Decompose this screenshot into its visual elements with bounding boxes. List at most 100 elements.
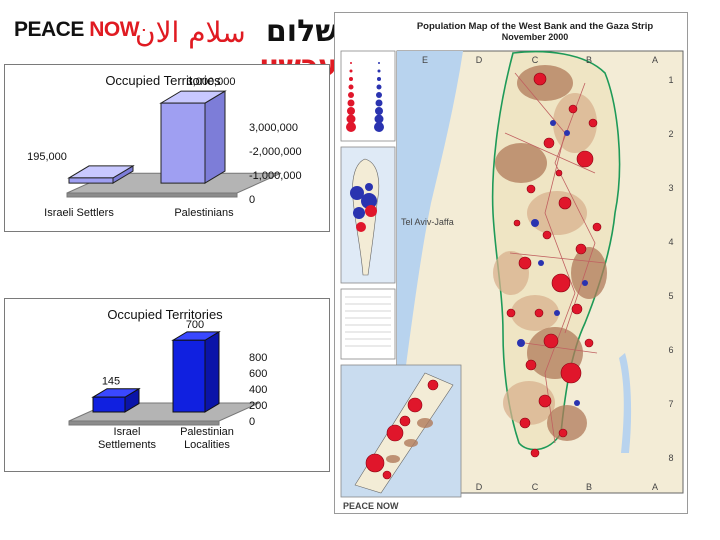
logo-hebrew-black: שלום (265, 14, 338, 49)
map-subtitle: November 2000 (502, 32, 569, 42)
gaza-red-dot (386, 424, 404, 442)
population-map: Population Map of the West Bank and the … (334, 12, 688, 514)
gaza-settlement-zone (417, 418, 433, 428)
settlement-zone (503, 381, 555, 425)
map-svg: Population Map of the West Bank and the … (335, 13, 687, 513)
grid-column-label: D (476, 55, 483, 65)
gaza-settlement-zone (404, 439, 418, 447)
chart-floor-edge (66, 192, 238, 198)
logo-now: NOW (89, 18, 140, 41)
axis-tick-label: -1,000,000 (249, 170, 302, 182)
grid-column-label-bottom: D (476, 482, 483, 492)
settlement-dot (564, 130, 570, 136)
palestinian-locality-dot (571, 303, 583, 315)
palestinian-locality-dot (555, 169, 563, 177)
legend-red-dot (348, 84, 354, 90)
chart-1-svg: Occupied Territories 195,000 Israeli Settl… (27, 73, 302, 219)
palestinian-locality-dot (551, 273, 571, 293)
road (554, 82, 596, 334)
legend-red-dot (348, 92, 354, 98)
grid-row-label: 8 (668, 453, 673, 463)
gaza-red-dot (407, 397, 423, 413)
bar-side (204, 90, 226, 184)
settlement-dot (554, 310, 560, 316)
palestinian-locality-dot (560, 362, 582, 384)
grid-column-label-bottom: A (652, 482, 658, 492)
axis-tick-label: 200 (249, 400, 267, 412)
road (514, 72, 576, 444)
legend-red-dot (347, 107, 355, 115)
legend-blue-dot (375, 99, 383, 107)
legend-red-dot (347, 99, 355, 107)
map-footer-brand: PEACE NOW (343, 501, 399, 511)
peace-now-logo: PEACE NOW سلام الان שלום עכשיו (8, 12, 338, 84)
road (504, 132, 596, 174)
category-label: Localities (184, 439, 230, 451)
bar-value-label: 3,000,000 (187, 76, 236, 88)
gaza-red-dot (365, 453, 385, 473)
bar (68, 177, 114, 184)
category-label: Palestinian (180, 426, 234, 438)
palestinian-locality-dot (534, 308, 544, 318)
grid-row-label: 4 (668, 237, 673, 247)
bar-value-label: 700 (186, 319, 204, 331)
map-title: Population Map of the West Bank and the … (417, 21, 653, 32)
legend-red-dot (349, 69, 353, 73)
palestinian-locality-dot (576, 150, 594, 168)
gaza-red-dot (399, 415, 411, 427)
inset-red-dot (356, 222, 366, 232)
inset-blue-dot (365, 183, 373, 191)
category-label: Palestinians (174, 207, 234, 219)
palestinian-locality-dot (519, 417, 531, 429)
palestinian-locality-dot (530, 448, 540, 458)
category-label: Israeli Settlers (44, 207, 114, 219)
palestinian-locality-dot (558, 428, 568, 438)
palestinian-locality-dot (568, 104, 578, 114)
legend-red-dot (349, 77, 353, 81)
chart-floor-edge (68, 420, 220, 426)
grid-row-label: 7 (668, 399, 673, 409)
inset-blue-dot (350, 186, 364, 200)
inset-blue-dot (353, 207, 365, 219)
palestinian-locality-dot (543, 333, 559, 349)
palestinian-locality-dot (584, 338, 594, 348)
category-label: Settlements (98, 439, 157, 451)
palestinian-locality-dot (538, 394, 552, 408)
axis-tick-label: 800 (249, 352, 267, 364)
gaza-red-dot (427, 379, 439, 391)
bar (92, 396, 126, 413)
grid-column-label-bottom: B (586, 482, 592, 492)
settlement-zone (517, 65, 573, 101)
palestinian-locality-dot (518, 256, 532, 270)
bar-side (204, 330, 220, 413)
bar (160, 102, 206, 184)
legend-red-dot (350, 62, 352, 64)
grid-row-label: 5 (668, 291, 673, 301)
palestinian-locality-dot (542, 230, 552, 240)
settlement-dot (582, 280, 588, 286)
grid-column-label-bottom: C (532, 482, 539, 492)
inset-blue-dot (361, 193, 377, 209)
palestinian-locality-dot (575, 243, 587, 255)
logo-arabic: سلام الان (135, 16, 246, 49)
bar (172, 339, 206, 413)
grid-column-label: C (532, 55, 539, 65)
palestinian-locality-dot (526, 184, 536, 194)
palestinian-locality-dot (533, 72, 547, 86)
settlement-zone (495, 143, 547, 183)
palestinian-locality-dot (525, 359, 537, 371)
axis-tick-label: 3,000,000 (249, 122, 298, 134)
statistics-table (340, 288, 396, 360)
grid-row-label: 1 (668, 75, 673, 85)
logo-english: PEACE NOW (14, 18, 140, 42)
gaza-settlement-zone (386, 455, 400, 463)
chart-2-svg: Occupied Territories 145 IsraelSettlements… (68, 307, 267, 451)
settlement-dot (531, 219, 539, 227)
grid-row-label: 3 (668, 183, 673, 193)
chart-settlements-vs-localities: Occupied Territories 145 Israel Settlements… (4, 298, 330, 472)
axis-tick-label: 400 (249, 384, 267, 396)
settlement-zone (571, 247, 607, 299)
city-label: Tel Aviv-Jaffa (401, 217, 454, 227)
settlement-dot (574, 400, 580, 406)
gaza-red-dot (382, 470, 392, 480)
